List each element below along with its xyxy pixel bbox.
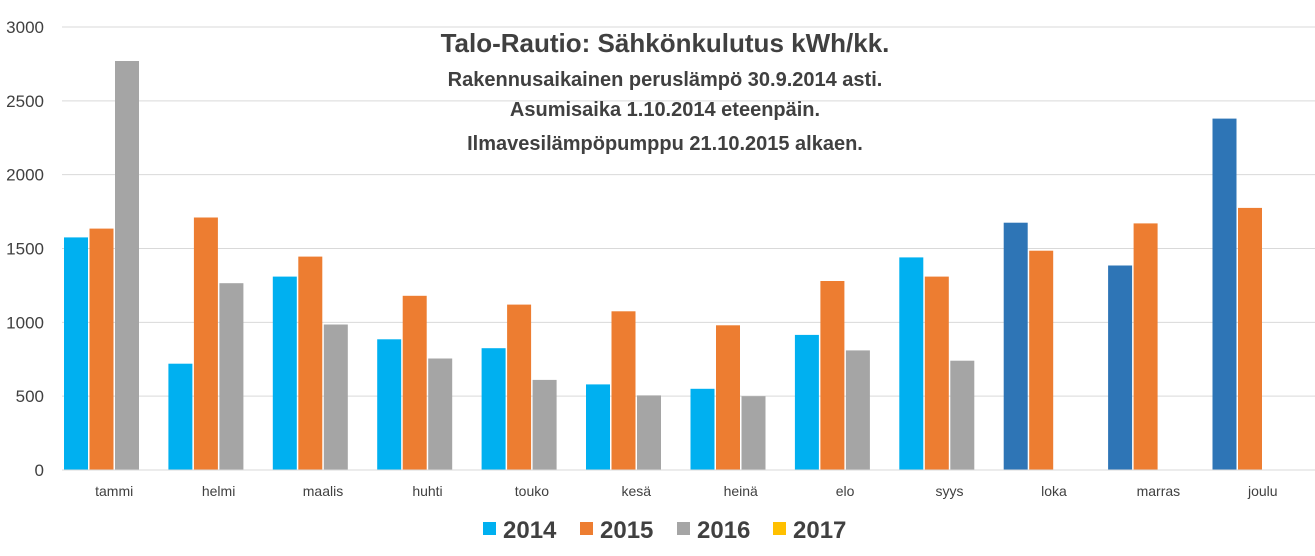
- bars: [64, 61, 1262, 470]
- chart-subtitle-line-2: Asumisaika 1.10.2014 eteenpäin.: [510, 99, 820, 121]
- bar-2014-joulu: [1212, 118, 1237, 470]
- bar-2014-helmi: [168, 363, 193, 470]
- bar-2015-heinä: [716, 325, 740, 470]
- bar-2015-tammi: [89, 228, 114, 470]
- bar-2014-elo: [794, 334, 819, 470]
- bar-2016-syys: [950, 360, 975, 470]
- y-tick-label: 3000: [6, 18, 44, 37]
- legend-label-2014: 2014: [503, 517, 557, 544]
- x-tick-label: elo: [836, 483, 855, 499]
- bar-2016-huhti: [428, 358, 453, 470]
- bar-2016-maalis: [323, 324, 348, 470]
- y-tick-label: 500: [16, 387, 44, 406]
- x-tick-label: tammi: [95, 483, 133, 499]
- bar-2015-loka: [1029, 250, 1054, 470]
- chart-title: Talo-Rautio: Sähkönkulutus kWh/kk.: [441, 28, 890, 58]
- bar-2016-elo: [845, 350, 870, 470]
- legend: 2014 2015 2016 2017: [483, 517, 846, 544]
- x-tick-label: kesä: [622, 483, 652, 499]
- y-tick-label: 2000: [6, 166, 44, 185]
- bar-2015-maalis: [298, 256, 323, 470]
- y-tick-label: 1000: [6, 313, 44, 332]
- x-tick-label: joulu: [1247, 483, 1278, 499]
- bar-2015-elo: [820, 281, 845, 470]
- bar-2015-joulu: [1238, 207, 1262, 470]
- chart-title-block: Talo-Rautio: Sähkönkulutus kWh/kk. Raken…: [441, 28, 890, 155]
- legend-swatch-2016: [677, 522, 690, 535]
- legend-swatch-2017: [773, 522, 786, 535]
- bar-2014-syys: [899, 257, 924, 470]
- chart-subtitle-line-1: Rakennusaikainen peruslämpö 30.9.2014 as…: [448, 69, 883, 91]
- bar-2014-maalis: [272, 276, 297, 470]
- bar-2015-kesä: [611, 311, 636, 470]
- bar-2015-syys: [924, 276, 949, 470]
- chart-subtitle-line-3: Ilmavesilämpöpumppu 21.10.2015 alkaen.: [467, 133, 863, 155]
- bar-2014-touko: [481, 348, 506, 470]
- x-tick-label: touko: [515, 483, 549, 499]
- y-axis-tick-labels: 0 500 1000 1500 2000 2500 3000: [6, 18, 44, 480]
- legend-label-2017: 2017: [793, 517, 846, 544]
- bar-2016-heinä: [741, 396, 766, 470]
- bar-2016-helmi: [219, 283, 244, 470]
- x-tick-label: marras: [1137, 483, 1181, 499]
- bar-2016-touko: [532, 379, 557, 470]
- legend-swatch-2014: [483, 522, 496, 535]
- y-tick-label: 1500: [6, 240, 44, 259]
- bar-2014-loka: [1003, 222, 1028, 470]
- bar-2014-heinä: [690, 388, 715, 470]
- bar-2016-kesä: [637, 395, 661, 470]
- x-tick-label: heinä: [724, 483, 758, 499]
- x-tick-label: syys: [936, 483, 964, 499]
- bar-2016-tammi: [115, 61, 139, 470]
- x-tick-label: helmi: [202, 483, 235, 499]
- bar-2014-tammi: [64, 237, 88, 470]
- x-tick-label: huhti: [412, 483, 442, 499]
- bar-2015-marras: [1133, 223, 1158, 470]
- x-axis-tick-labels: tammi helmi maalis huhti touko kesä heinä elo sy…: [95, 483, 1277, 499]
- legend-label-2015: 2015: [600, 517, 653, 544]
- legend-swatch-2015: [580, 522, 593, 535]
- x-tick-label: loka: [1041, 483, 1067, 499]
- bar-2015-huhti: [402, 295, 427, 470]
- bar-2015-touko: [507, 304, 532, 470]
- bar-2015-helmi: [193, 217, 218, 470]
- bar-2014-marras: [1108, 265, 1133, 470]
- legend-label-2016: 2016: [697, 517, 750, 544]
- y-tick-label: 0: [35, 461, 44, 480]
- x-tick-label: maalis: [303, 483, 343, 499]
- bar-2014-kesä: [586, 384, 610, 470]
- bar-2014-huhti: [377, 339, 402, 470]
- y-tick-label: 2500: [6, 92, 44, 111]
- gridlines: [62, 26, 1315, 397]
